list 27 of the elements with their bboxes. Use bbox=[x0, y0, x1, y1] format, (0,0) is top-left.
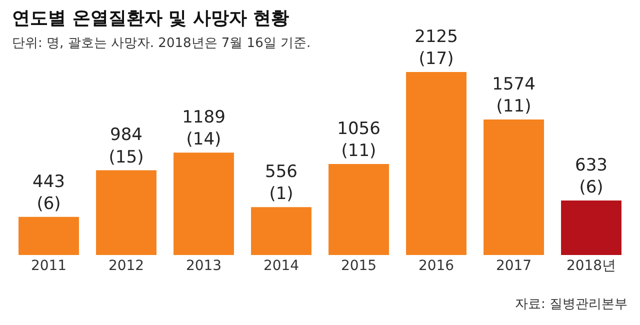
data-label: 1574 (11) bbox=[492, 74, 536, 116]
x-tick-label: 2017 bbox=[496, 258, 532, 274]
bar bbox=[484, 119, 544, 255]
bar bbox=[406, 72, 466, 255]
text: 자료: 질병관리본부 bbox=[515, 297, 628, 312]
bar bbox=[174, 152, 234, 255]
data-label: 2125 (17) bbox=[414, 26, 458, 69]
bar bbox=[251, 207, 312, 255]
chart-subtitle: 단위: 명, 괄호는 사망자. 2018년은 7월 16일 기준. bbox=[12, 36, 311, 51]
data-label: 443 (6) bbox=[32, 172, 65, 214]
x-tick-label: 2013 bbox=[186, 258, 222, 274]
x-tick-label: 2011 bbox=[30, 258, 67, 274]
bar bbox=[96, 170, 156, 255]
x-tick-label: 2015 bbox=[340, 258, 377, 274]
x-tick-label: 2016 bbox=[418, 258, 454, 274]
data-label: 1056 (11) bbox=[337, 118, 380, 162]
data-label: 984 (15) bbox=[108, 125, 144, 168]
data-label: 633 (6) bbox=[575, 155, 608, 198]
bar bbox=[18, 216, 79, 255]
data-label: 556 (1) bbox=[265, 162, 298, 204]
bar bbox=[561, 200, 622, 255]
x-tick-label: 2012 bbox=[108, 258, 144, 274]
data-label: 1189 (14) bbox=[182, 108, 226, 150]
bar bbox=[328, 164, 389, 255]
x-tick-label: 2014 bbox=[263, 258, 300, 274]
chart-title: 연도별 온열질환자 및 사망자 현황 bbox=[12, 8, 290, 29]
x-tick-label: 2018년 bbox=[566, 258, 616, 274]
